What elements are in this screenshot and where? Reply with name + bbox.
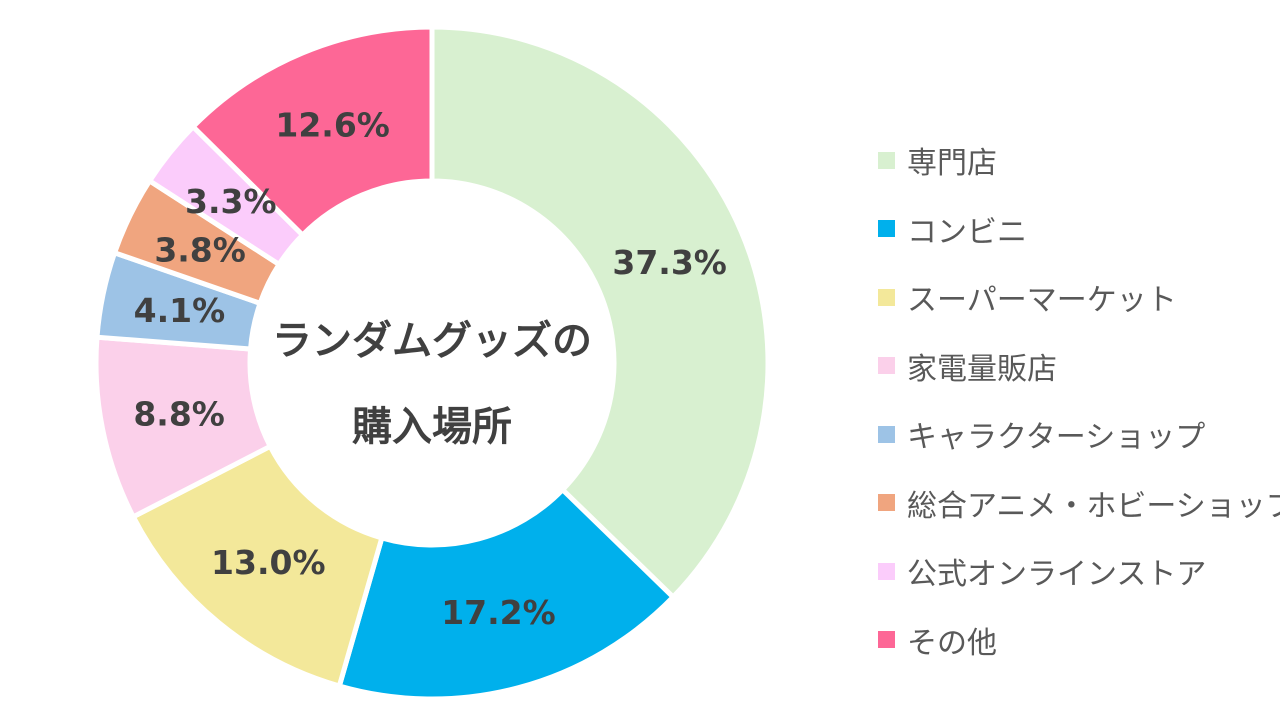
legend-label: キャラクターショップ bbox=[907, 420, 1206, 456]
legend-label: 家電量販店 bbox=[907, 351, 1057, 387]
slice-0 bbox=[429, 24, 771, 601]
slice-label-4: 4.1% bbox=[134, 291, 226, 330]
legend-label: 専門店 bbox=[907, 146, 997, 182]
slice-labels-group: 37.3% 17.2% 13.0% 8.8% 4.1% 3.8% 3.3% 12.6% bbox=[133, 105, 727, 631]
legend-swatch bbox=[878, 562, 895, 580]
legend: 専門店コンビニスーパーマーケット 家電量販店キャラクターショップ総合アニメ・ホビー… bbox=[878, 126, 1280, 674]
slice-1 bbox=[336, 486, 677, 702]
legend-label: 総合アニメ・ホビーショップ bbox=[907, 488, 1280, 524]
legend-swatch bbox=[878, 288, 895, 306]
slice-label-5: 3.8% bbox=[154, 230, 246, 269]
donut-chart: 37.3% 17.2% 13.0% 8.8% 4.1% 3.8% 3.3% 12.6% ランダ… bbox=[93, 24, 771, 702]
slice-label-0: 37.3% bbox=[612, 243, 727, 282]
legend-label: その他 bbox=[907, 625, 997, 661]
slice-7 bbox=[189, 24, 435, 239]
legend-item-7: その他 bbox=[878, 606, 1280, 675]
legend-label: スーパーマーケット bbox=[907, 283, 1177, 319]
slices-group bbox=[93, 24, 771, 702]
slice-label-1: 17.2% bbox=[441, 593, 556, 632]
center-title-line-2: 購入場所 bbox=[352, 404, 512, 450]
legend-swatch bbox=[878, 425, 895, 443]
legend-item-5: 総合アニメ・ホビーショップ bbox=[878, 469, 1280, 538]
legend-swatch bbox=[878, 151, 895, 169]
legend-swatch bbox=[878, 220, 895, 238]
legend-item-3: 家電量販店 bbox=[878, 332, 1280, 401]
center-title-line-1: ランダムグッズの bbox=[272, 318, 592, 364]
legend-item-1: コンビニ bbox=[878, 195, 1280, 264]
slice-label-6: 3.3% bbox=[185, 182, 277, 221]
slice-label-2: 13.0% bbox=[211, 543, 326, 582]
legend-swatch bbox=[878, 494, 895, 512]
legend-label: コンビニ bbox=[907, 214, 1027, 250]
legend-item-6: 公式オンラインストア bbox=[878, 537, 1280, 606]
legend-item-2: スーパーマーケット bbox=[878, 263, 1280, 332]
legend-item-4: キャラクターショップ bbox=[878, 400, 1280, 469]
slice-label-7: 12.6% bbox=[275, 105, 390, 144]
legend-swatch bbox=[878, 631, 895, 649]
legend-item-0: 専門店 bbox=[878, 126, 1280, 195]
legend-label: 公式オンラインストア bbox=[907, 557, 1207, 593]
slice-label-3: 8.8% bbox=[133, 395, 225, 434]
legend-swatch bbox=[878, 357, 895, 375]
